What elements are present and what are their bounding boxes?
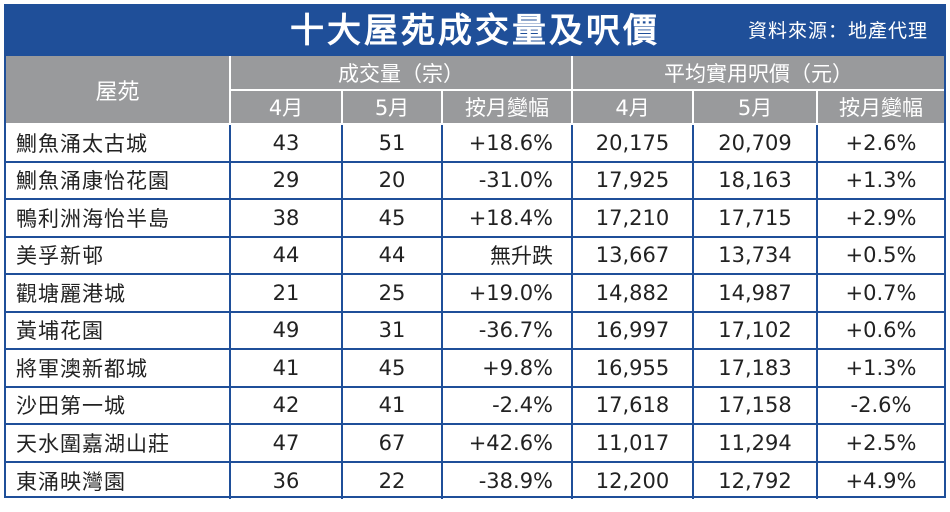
table-row: 鰂魚涌康怡花園 29 20 -31.0% 17,925 18,163 +1.3% bbox=[6, 161, 945, 200]
volume-may: 25 bbox=[342, 274, 443, 313]
header-vol-april: 4月 bbox=[230, 90, 343, 125]
volume-april: 29 bbox=[230, 161, 343, 200]
price-april: 20,175 bbox=[572, 124, 695, 163]
table-row: 鴨利洲海怡半島 38 45 +18.4% 17,210 17,715 +2.9% bbox=[6, 199, 945, 238]
estate-name: 美孚新邨 bbox=[6, 236, 231, 275]
price-may: 14,987 bbox=[693, 274, 819, 313]
price-change: +2.5% bbox=[817, 424, 945, 463]
volume-may: 45 bbox=[342, 349, 443, 388]
table-row: 沙田第一城 42 41 -2.4% 17,618 17,158 -2.6% bbox=[6, 386, 945, 425]
transactions-table: 屋苑 成交量（宗） 平均實用呎價（元） 4月 5月 按月變幅 4月 5月 按月變… bbox=[6, 56, 945, 499]
source-note: 資料來源：地產代理 bbox=[747, 20, 928, 42]
price-may: 11,294 bbox=[693, 424, 819, 463]
table-title: 十大屋苑成交量及呎價 bbox=[290, 11, 660, 51]
estate-name: 天水圍嘉湖山莊 bbox=[6, 424, 231, 463]
price-april: 14,882 bbox=[572, 274, 695, 313]
header-volume-group: 成交量（宗） bbox=[230, 56, 574, 91]
price-change: +0.6% bbox=[817, 311, 945, 350]
header-price-group: 平均實用呎價（元） bbox=[572, 56, 945, 91]
volume-may: 20 bbox=[342, 161, 443, 200]
volume-april: 36 bbox=[230, 461, 343, 499]
price-may: 17,183 bbox=[693, 349, 819, 388]
estate-name: 鰂魚涌太古城 bbox=[6, 124, 231, 163]
volume-april: 44 bbox=[230, 236, 343, 275]
header-vol-may: 5月 bbox=[342, 90, 443, 125]
volume-april: 21 bbox=[230, 274, 343, 313]
price-may: 18,163 bbox=[693, 161, 819, 200]
price-april: 16,997 bbox=[572, 311, 695, 350]
table-row: 東涌映灣園 36 22 -38.9% 12,200 12,792 +4.9% bbox=[6, 461, 944, 499]
header-price-may: 5月 bbox=[693, 90, 819, 125]
volume-change: +19.0% bbox=[442, 274, 574, 313]
estate-name: 東涌映灣園 bbox=[6, 461, 231, 499]
volume-change: 無升跌 bbox=[442, 236, 574, 275]
estate-name: 觀塘麗港城 bbox=[6, 274, 231, 313]
header-estate: 屋苑 bbox=[6, 56, 231, 125]
volume-april: 49 bbox=[230, 311, 343, 350]
volume-change: -31.0% bbox=[442, 161, 574, 200]
volume-change: +42.6% bbox=[442, 424, 574, 463]
estate-name: 鰂魚涌康怡花園 bbox=[6, 161, 231, 200]
price-change: +0.5% bbox=[817, 236, 945, 275]
volume-april: 41 bbox=[230, 349, 343, 388]
volume-may: 51 bbox=[342, 124, 443, 163]
table-row: 黃埔花園 49 31 -36.7% 16,997 17,102 +0.6% bbox=[6, 311, 945, 350]
volume-may: 67 bbox=[342, 424, 443, 463]
price-change: -2.6% bbox=[817, 386, 945, 425]
volume-change: +18.6% bbox=[442, 124, 574, 163]
price-change: +1.3% bbox=[817, 349, 945, 388]
price-may: 20,709 bbox=[693, 124, 819, 163]
table-row: 鰂魚涌太古城 43 51 +18.6% 20,175 20,709 +2.6% bbox=[6, 124, 945, 163]
price-may: 13,734 bbox=[693, 236, 819, 275]
volume-may: 45 bbox=[342, 199, 443, 238]
table-row: 將軍澳新都城 41 45 +9.8% 16,955 17,183 +1.3% bbox=[6, 349, 945, 388]
price-change: +0.7% bbox=[817, 274, 945, 313]
title-bar: 十大屋苑成交量及呎價 資料來源：地產代理 bbox=[6, 6, 944, 56]
price-change: +2.9% bbox=[817, 199, 945, 238]
volume-change: -2.4% bbox=[442, 386, 574, 425]
price-april: 16,955 bbox=[572, 349, 695, 388]
price-change: +4.9% bbox=[845, 468, 917, 493]
price-may: 17,102 bbox=[693, 311, 819, 350]
volume-april: 42 bbox=[230, 386, 343, 425]
price-change: +1.3% bbox=[817, 161, 945, 200]
header-price-april: 4月 bbox=[572, 90, 695, 125]
table-row: 美孚新邨 44 44 無升跌 13,667 13,734 +0.5% bbox=[6, 236, 945, 275]
volume-may: 31 bbox=[342, 311, 443, 350]
table-row: 天水圍嘉湖山莊 47 67 +42.6% 11,017 11,294 +2.5% bbox=[6, 424, 945, 463]
price-may: 17,715 bbox=[693, 199, 819, 238]
volume-may: 22 bbox=[342, 461, 443, 499]
volume-april: 43 bbox=[230, 124, 343, 163]
price-april: 12,200 bbox=[572, 461, 695, 499]
volume-may: 44 bbox=[342, 236, 443, 275]
estate-name: 鴨利洲海怡半島 bbox=[6, 199, 231, 238]
estate-name: 沙田第一城 bbox=[6, 386, 231, 425]
header-vol-change: 按月變幅 bbox=[442, 90, 574, 125]
price-may: 12,792 bbox=[693, 461, 819, 499]
price-may: 17,158 bbox=[693, 386, 819, 425]
price-change: +2.6% bbox=[817, 124, 945, 163]
header-price-change: 按月變幅 bbox=[817, 90, 945, 125]
price-april: 17,210 bbox=[572, 199, 695, 238]
volume-change: +9.8% bbox=[442, 349, 574, 388]
estate-name: 黃埔花園 bbox=[6, 311, 231, 350]
price-april: 17,925 bbox=[572, 161, 695, 200]
table-row: 觀塘麗港城 21 25 +19.0% 14,882 14,987 +0.7% bbox=[6, 274, 945, 313]
volume-change: -38.9% bbox=[442, 461, 574, 499]
volume-change: +18.4% bbox=[442, 199, 574, 238]
volume-may: 41 bbox=[342, 386, 443, 425]
volume-april: 38 bbox=[230, 199, 343, 238]
price-april: 13,667 bbox=[572, 236, 695, 275]
price-april: 17,618 bbox=[572, 386, 695, 425]
price-april: 11,017 bbox=[572, 424, 695, 463]
volume-change: -36.7% bbox=[442, 311, 574, 350]
estate-name: 將軍澳新都城 bbox=[6, 349, 231, 388]
volume-april: 47 bbox=[230, 424, 343, 463]
